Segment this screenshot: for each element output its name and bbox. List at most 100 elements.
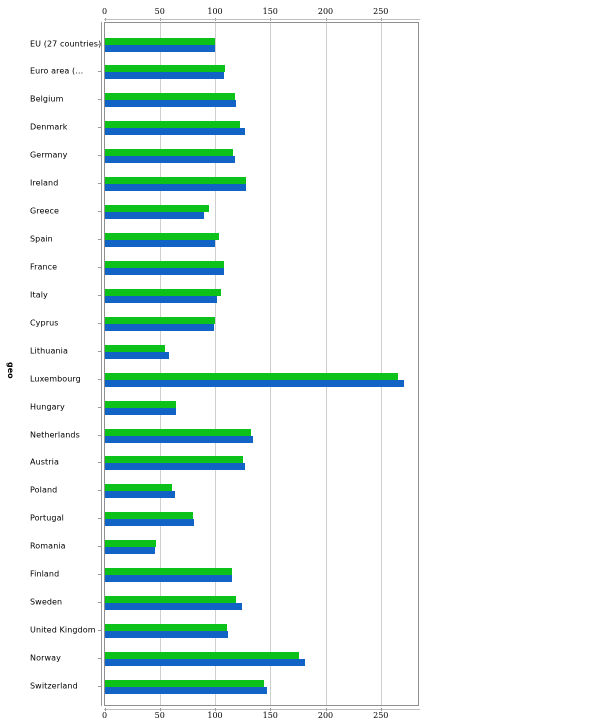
category-label: France xyxy=(30,262,58,272)
category-label: Belgium xyxy=(30,94,64,104)
bar-series_1 xyxy=(105,344,166,352)
category-label: EU (27 countries) xyxy=(30,39,102,48)
bar-series_2 xyxy=(105,100,236,108)
bar-series_2 xyxy=(105,491,176,499)
bar-series_2 xyxy=(105,212,204,220)
bar-series_2 xyxy=(105,240,215,247)
y-axis-line xyxy=(101,22,102,706)
bar-series_1 xyxy=(105,316,215,324)
y-tick xyxy=(98,155,101,157)
bar-series_1 xyxy=(105,149,233,157)
y-tick xyxy=(98,657,101,659)
category-label: Denmark xyxy=(30,122,68,132)
y-tick xyxy=(98,378,101,380)
bar-series_2 xyxy=(105,323,214,331)
x-tick-label: 250 xyxy=(373,7,389,16)
category-label: Poland xyxy=(30,485,58,495)
bar-series_1 xyxy=(105,205,210,213)
bar-series_2 xyxy=(105,631,229,639)
y-tick xyxy=(98,239,101,240)
y-axis-title: geo xyxy=(6,362,15,379)
bar-series_2 xyxy=(105,547,156,555)
bar-series_1 xyxy=(105,624,228,632)
x-tick xyxy=(380,708,382,711)
y-tick xyxy=(98,350,101,352)
x-tick-label: 150 xyxy=(262,7,278,16)
category-label: Sweden xyxy=(30,597,63,607)
bar-series_1 xyxy=(105,484,172,492)
category-label: Norway xyxy=(30,653,61,663)
category-label: Hungary xyxy=(30,402,65,412)
bar-series_2 xyxy=(105,295,218,303)
y-tick xyxy=(98,630,101,632)
bar-series_1 xyxy=(105,288,221,296)
category-label: Netherlands xyxy=(30,430,80,440)
bar-series_2 xyxy=(105,575,232,583)
y-tick xyxy=(98,183,101,185)
bar-series_2 xyxy=(105,603,242,611)
bar-series_1 xyxy=(105,400,177,408)
y-tick xyxy=(98,294,101,296)
category-label: Ireland xyxy=(30,178,59,188)
y-tick xyxy=(98,490,101,492)
bar-series_1 xyxy=(105,651,299,659)
bar-series_1 xyxy=(105,233,220,240)
y-tick xyxy=(98,518,101,520)
y-tick xyxy=(98,685,101,687)
y-tick xyxy=(98,99,101,101)
gridline xyxy=(380,23,382,705)
x-tick xyxy=(104,708,106,711)
bar-series_2 xyxy=(105,44,215,52)
bar-series_2 xyxy=(105,267,224,275)
category-label: Portugal xyxy=(30,513,64,523)
category-label: Luxembourg xyxy=(30,374,81,384)
bar-series_2 xyxy=(105,658,305,666)
gridline xyxy=(325,23,327,705)
x-tick-label: 200 xyxy=(317,7,334,16)
bar-series_2 xyxy=(105,407,177,415)
x-tick xyxy=(325,708,327,711)
x-tick-label: 100 xyxy=(207,7,223,16)
category-label: Italy xyxy=(30,290,48,300)
bar-series_2 xyxy=(105,128,245,136)
category-label: Cyprus xyxy=(30,318,59,328)
y-tick xyxy=(98,434,101,436)
bar-series_1 xyxy=(105,260,224,268)
category-label: Euro area (... xyxy=(30,66,84,76)
x-tick-label: 250 xyxy=(373,711,389,720)
bar-series_2 xyxy=(105,184,246,192)
category-label: Austria xyxy=(30,457,59,467)
gridline xyxy=(159,23,161,705)
y-tick xyxy=(98,322,101,324)
y-tick xyxy=(98,266,101,268)
x-tick xyxy=(215,708,216,711)
y-tick xyxy=(98,127,101,129)
category-label: Switzerland xyxy=(30,681,78,691)
bar-series_2 xyxy=(105,72,224,80)
category-label: Romania xyxy=(30,541,66,551)
y-tick xyxy=(98,462,101,464)
category-label: Spain xyxy=(30,234,53,244)
gridline xyxy=(270,23,272,705)
category-label: Lithuania xyxy=(30,346,68,356)
bar-series_1 xyxy=(105,37,215,45)
y-tick xyxy=(98,406,101,408)
bar-series_1 xyxy=(105,65,225,73)
x-tick-label: 0 xyxy=(101,7,108,16)
category-label: Germany xyxy=(30,150,68,160)
bar-series_2 xyxy=(105,519,194,527)
bar-series_2 xyxy=(105,435,253,443)
bar-series_2 xyxy=(105,463,245,471)
x-tick-label: 50 xyxy=(154,711,165,720)
bar-series_1 xyxy=(105,121,241,129)
top-axis-line xyxy=(104,19,420,20)
y-tick xyxy=(98,43,101,45)
bar-series_1 xyxy=(105,540,157,548)
category-label: Greece xyxy=(30,206,60,216)
x-tick xyxy=(159,708,161,711)
bar-series_2 xyxy=(105,351,169,359)
bottom-axis-line xyxy=(104,709,420,710)
x-tick-label: 50 xyxy=(154,7,165,16)
bar-series_1 xyxy=(105,679,264,687)
y-tick xyxy=(98,71,101,73)
